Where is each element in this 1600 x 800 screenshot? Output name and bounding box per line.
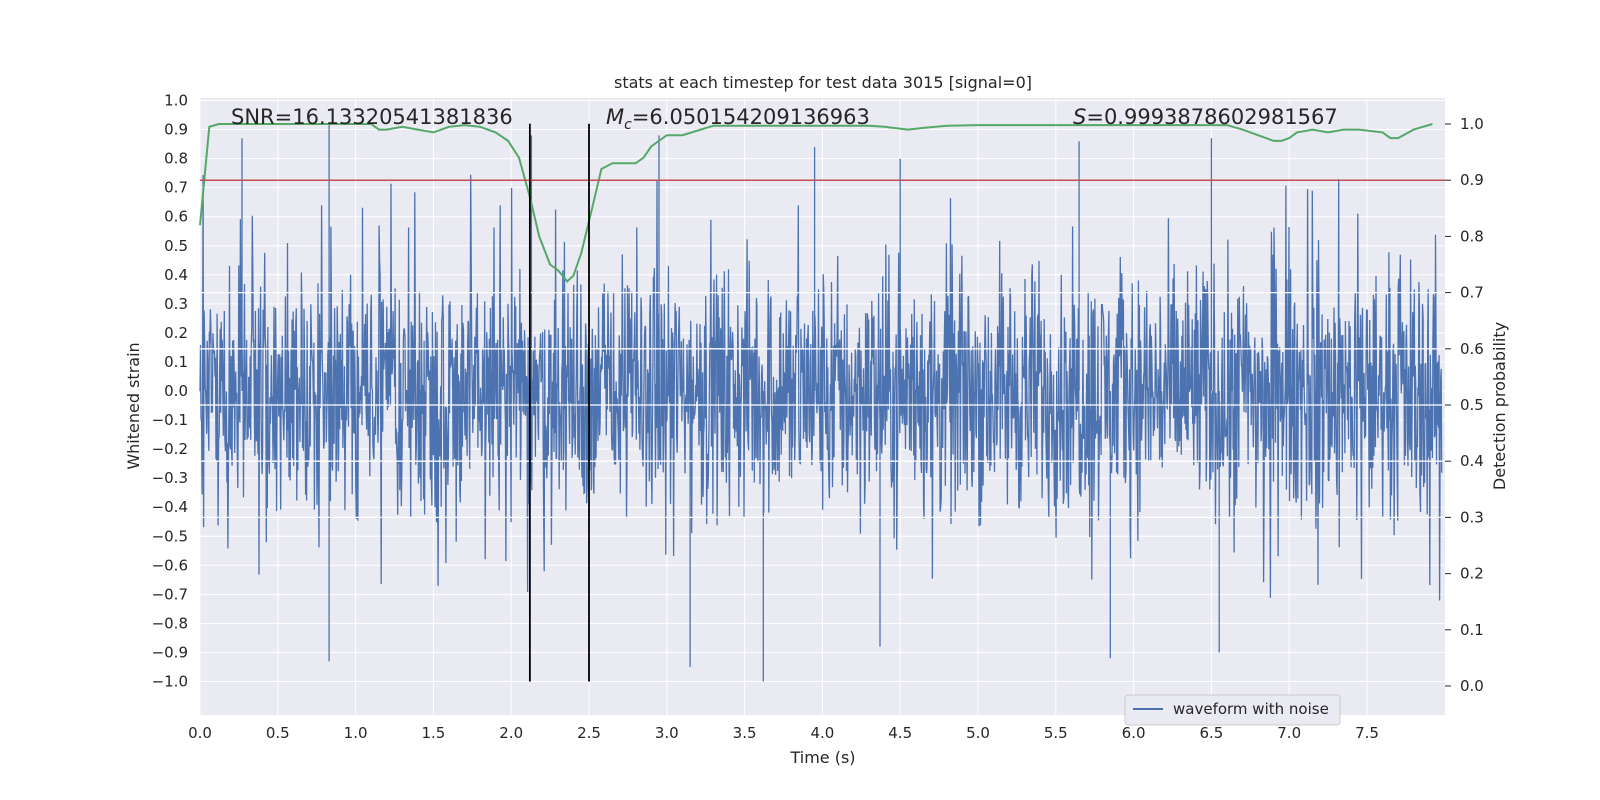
annotation-mc-symbol: M <box>606 105 624 129</box>
y2-tick-label: 0.6 <box>1460 340 1484 358</box>
x-tick-label: 1.0 <box>344 724 368 742</box>
x-tick-label: 2.0 <box>499 724 523 742</box>
y-tick-label: −0.6 <box>152 556 188 574</box>
x-tick-label: 0.5 <box>266 724 290 742</box>
y2-tick-label: 0.1 <box>1460 621 1484 639</box>
y-tick-label: −0.3 <box>152 469 188 487</box>
y2-axis-label: Detection probability <box>1490 322 1509 490</box>
ticks: 0.0 0.5 1.0 1.5 2.0 2.5 3.0 3.5 4.0 4.5 5.0 5.5 6.0 6… <box>152 92 1484 743</box>
annotation-mc-value: =6.050154209136963 <box>632 105 870 129</box>
y2-tick-label: 0.5 <box>1460 396 1484 414</box>
x-tick-label: 6.0 <box>1122 724 1146 742</box>
y-tick-label: −0.7 <box>152 585 188 603</box>
y-tick-label: 0.1 <box>164 353 188 371</box>
y-tick-label: 0.0 <box>164 382 188 400</box>
y-tick-label: 0.7 <box>164 179 188 197</box>
y2-tick-label: 0.8 <box>1460 227 1484 245</box>
series-detection-probability <box>199 123 1433 283</box>
overlays <box>200 123 1445 682</box>
y-tick-label: −0.9 <box>152 643 188 661</box>
x-tick-label: 4.5 <box>888 724 912 742</box>
y-tick-label: −0.5 <box>152 527 188 545</box>
annotation-s: S=0.9993878602981567 <box>1073 105 1338 129</box>
y-tick-label: 0.9 <box>164 121 188 139</box>
annotation-s-value: =0.9993878602981567 <box>1086 105 1337 129</box>
annotation-s-symbol: S <box>1073 105 1086 129</box>
y2-tick-label: 0.0 <box>1460 677 1484 695</box>
y-tick-label: 0.4 <box>164 266 188 284</box>
x-tick-label: 3.0 <box>655 724 679 742</box>
waveform-line <box>199 123 1443 682</box>
x-tick-label: 5.0 <box>966 724 990 742</box>
y-tick-label: 0.3 <box>164 295 188 313</box>
annotation-mc: Mc=6.050154209136963 <box>606 105 870 133</box>
y-tick-label: −0.8 <box>152 614 188 632</box>
annotation-snr: SNR=16.13320541381836 <box>231 105 513 129</box>
y2-tick-label: 0.2 <box>1460 565 1484 583</box>
y2-tick-label: 0.7 <box>1460 284 1484 302</box>
x-tick-label: 5.5 <box>1044 724 1068 742</box>
chart-title: stats at each timestep for test data 301… <box>614 73 1032 92</box>
y2-tick-label: 1.0 <box>1460 115 1484 133</box>
y-tick-label: −0.4 <box>152 498 188 516</box>
y-tick-label: 1.0 <box>164 92 188 110</box>
y2-tick-label: 0.4 <box>1460 452 1484 470</box>
x-tick-label: 4.0 <box>810 724 834 742</box>
x-tick-label: 2.5 <box>577 724 601 742</box>
legend-box <box>1124 694 1341 726</box>
y-tick-label: 0.8 <box>164 150 188 168</box>
legend: waveform with noise <box>1124 694 1341 726</box>
x-tick-label: 7.5 <box>1355 724 1379 742</box>
probability-line <box>199 123 1433 283</box>
y-tick-label: −1.0 <box>152 673 188 691</box>
y2-tick-label: 0.9 <box>1460 171 1484 189</box>
x-tick-label: 7.0 <box>1277 724 1301 742</box>
y-tick-label: −0.2 <box>152 440 188 458</box>
series-waveform-with-noise <box>199 123 1443 682</box>
annotation-mc-subscript: c <box>624 117 632 133</box>
x-tick-label: 1.5 <box>421 724 445 742</box>
y-tick-label: 0.2 <box>164 324 188 342</box>
y-tick-label: −0.1 <box>152 411 188 429</box>
y2-tick-label: 0.3 <box>1460 508 1484 526</box>
x-tick-label: 6.5 <box>1199 724 1223 742</box>
x-tick-label: 3.5 <box>733 724 757 742</box>
y-axis-label: Whitened strain <box>124 342 143 469</box>
y-tick-label: 0.5 <box>164 237 188 255</box>
y-tick-label: 0.6 <box>164 208 188 226</box>
x-axis-label: Time (s) <box>789 748 855 767</box>
legend-label-waveform: waveform with noise <box>1173 700 1329 718</box>
x-tick-label: 0.0 <box>188 724 212 742</box>
